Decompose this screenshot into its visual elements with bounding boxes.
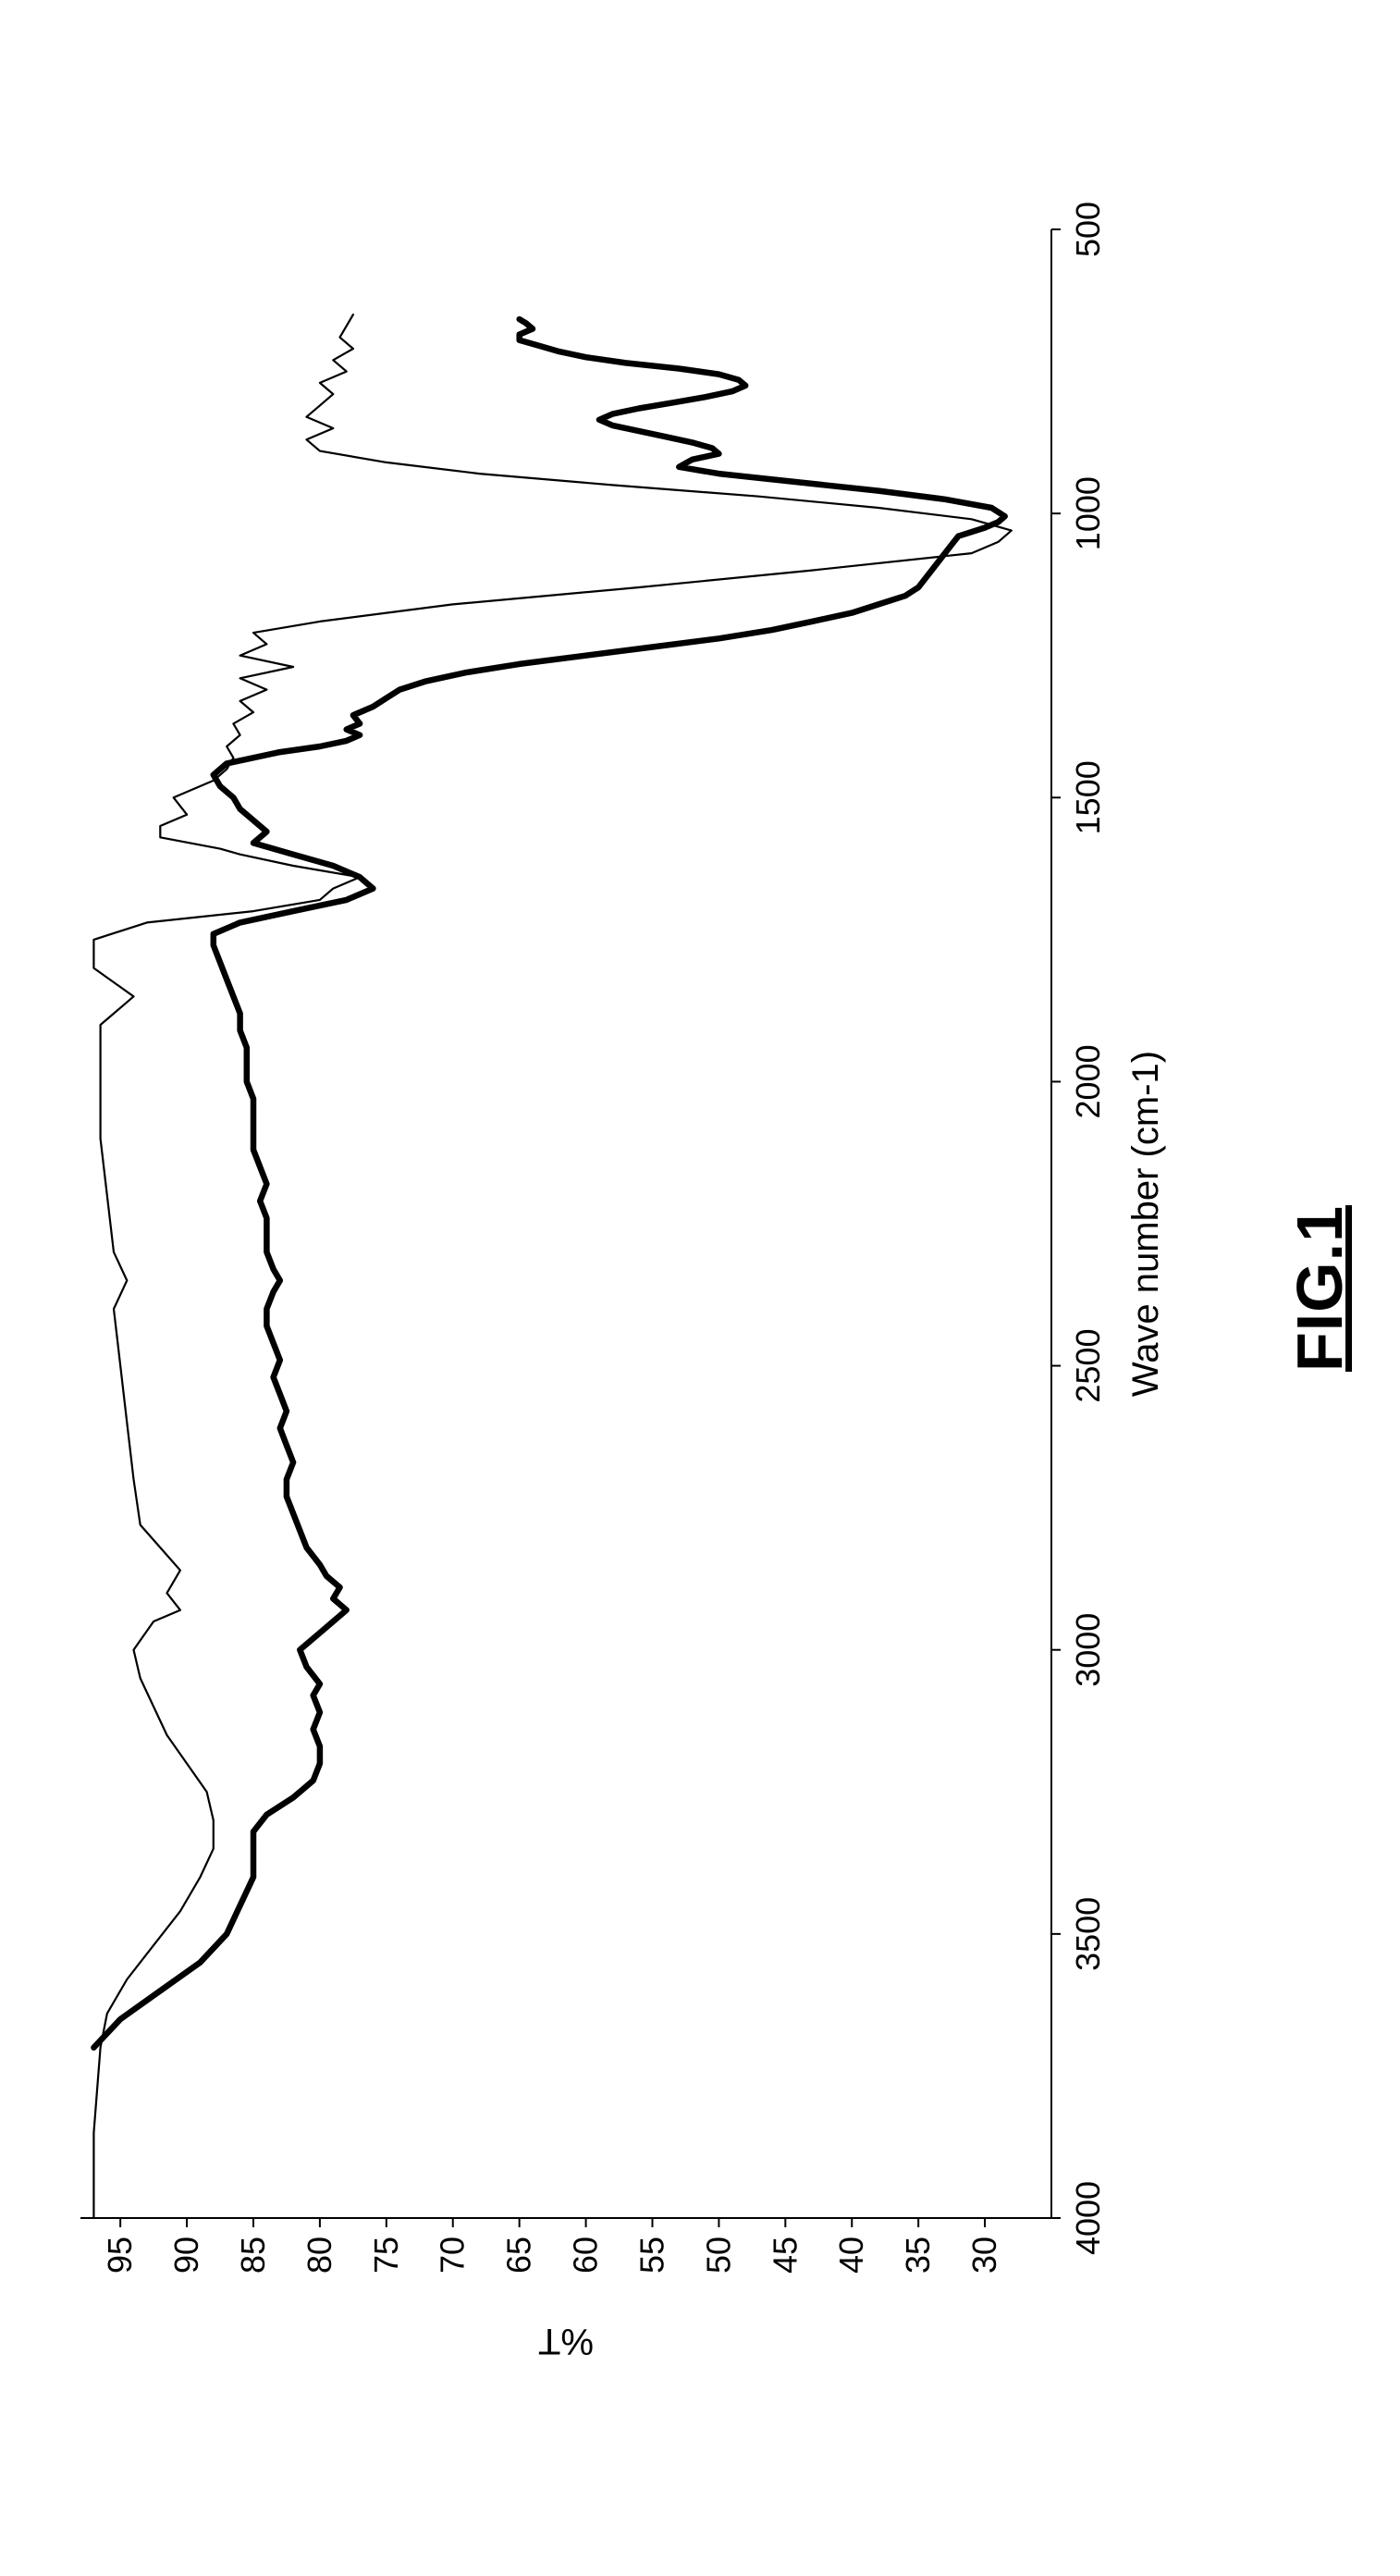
x-tick-label: 2500 [1069, 1328, 1107, 1402]
y-tick-label: 40 [832, 2237, 870, 2274]
y-tick-label: 80 [301, 2237, 338, 2274]
y-tick-label: 75 [367, 2237, 405, 2274]
y-tick-label: 50 [699, 2237, 737, 2274]
figure-label: FIG.1 [1283, 174, 1357, 2403]
y-tick-label: 55 [632, 2237, 670, 2274]
y-tick-label: 95 [101, 2237, 139, 2274]
y-tick-label: 60 [567, 2237, 605, 2274]
x-tick-label: 4000 [1069, 2180, 1107, 2254]
y-tick-label: 35 [899, 2237, 937, 2274]
y-tick-label: 70 [434, 2237, 472, 2274]
x-tick-label: 1000 [1069, 476, 1107, 550]
x-tick-label: 500 [1069, 201, 1107, 256]
x-tick-label: 3500 [1069, 1896, 1107, 1970]
y-tick-label: 65 [500, 2237, 538, 2274]
y-tick-label: 30 [965, 2237, 1003, 2274]
chart-wrap: 4000 3500 3000 2500 2000 1500 1000 500 95 90 85 80 7… [43, 174, 1357, 2403]
y-axis-label: %T [538, 2321, 594, 2361]
x-tick-label: 3000 [1069, 1612, 1107, 1686]
ir-spectrum-chart: 4000 3500 3000 2500 2000 1500 1000 500 95 90 85 80 7… [43, 174, 1236, 2403]
page: 4000 3500 3000 2500 2000 1500 1000 500 95 90 85 80 7… [0, 0, 1400, 2576]
y-tick-label: 45 [766, 2237, 804, 2274]
x-axis-label: Wave number (cm-1) [1125, 1050, 1166, 1396]
x-tick-label: 2000 [1069, 1044, 1107, 1118]
y-tick-label: 85 [234, 2237, 272, 2274]
x-tick-label: 1500 [1069, 760, 1107, 834]
y-tick-label: 90 [167, 2237, 205, 2274]
